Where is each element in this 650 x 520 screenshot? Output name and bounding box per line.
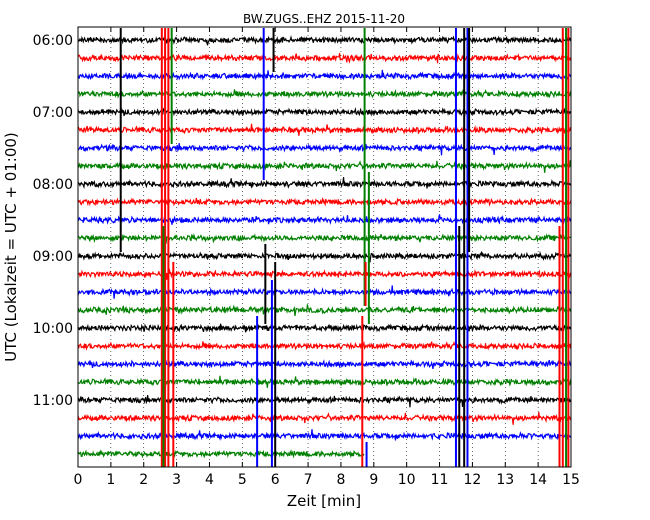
trace-06:45	[77, 89, 572, 99]
trace-11:45	[77, 448, 365, 459]
x-tick-label: 7	[304, 472, 313, 488]
y-tick-label: 06:00	[33, 33, 73, 49]
trace-09:30	[77, 285, 572, 299]
trace-10:15	[77, 341, 572, 351]
plot-area	[77, 27, 572, 467]
y-tick-label: 09:00	[33, 249, 73, 265]
trace-10:45	[77, 375, 572, 388]
y-axis: 06:00 07:00 08:00 09:00 10:00 11:00	[33, 33, 571, 409]
trace-06:30	[77, 69, 572, 81]
x-tick-label: 3	[172, 472, 181, 488]
trace-07:30	[77, 143, 572, 156]
x-tick-label: 10	[398, 472, 416, 488]
x-tick-label: 13	[496, 472, 514, 488]
trace-10:00	[77, 323, 572, 333]
x-tick-label: 6	[271, 472, 280, 488]
trace-08:15	[77, 197, 572, 207]
x-tick-label: 4	[205, 472, 214, 488]
trace-08:30	[77, 214, 572, 225]
trace-07:00	[77, 107, 572, 118]
y-tick-label: 11:00	[33, 393, 73, 409]
trace-07:15	[77, 123, 572, 136]
x-tick-label: 0	[74, 472, 83, 488]
axes-frame	[77, 26, 572, 468]
trace-09:00	[77, 250, 572, 263]
x-tick-label: 9	[369, 472, 378, 488]
x-tick-label: 5	[238, 472, 247, 488]
x-tick-label: 8	[336, 472, 345, 488]
trace-10:30	[77, 359, 572, 370]
y-tick-label: 07:00	[33, 105, 73, 121]
chart-title: BW.ZUGS..EHZ 2015-11-20	[243, 12, 405, 26]
trace-08:45	[77, 233, 572, 244]
trace-09:45	[77, 304, 572, 317]
x-tick-label: 14	[529, 472, 547, 488]
y-tick-label: 10:00	[33, 321, 73, 337]
y-axis-label: UTC (Lokalzeit = UTC + 01:00)	[2, 132, 20, 362]
y-tick-label: 08:00	[33, 177, 73, 193]
trace-11:00	[77, 395, 572, 408]
x-tick-label: 1	[106, 472, 115, 488]
x-tick-label: 15	[562, 472, 580, 488]
x-tick-label: 11	[431, 472, 449, 488]
trace-07:45	[77, 160, 572, 173]
x-tick-label: 12	[463, 472, 481, 488]
x-axis-label: Zeit [min]	[287, 492, 361, 510]
x-tick-label: 2	[139, 472, 148, 488]
trace-08:00	[77, 177, 572, 190]
x-axis: 0 1 2 3 4 5 6 7 8 9 10 11 12 13 14 15	[74, 27, 580, 488]
trace-06:15	[77, 53, 572, 64]
trace-11:30	[77, 429, 572, 441]
trace-09:15	[77, 268, 572, 280]
trace-11:15	[77, 412, 572, 425]
trace-06:00	[77, 35, 572, 46]
